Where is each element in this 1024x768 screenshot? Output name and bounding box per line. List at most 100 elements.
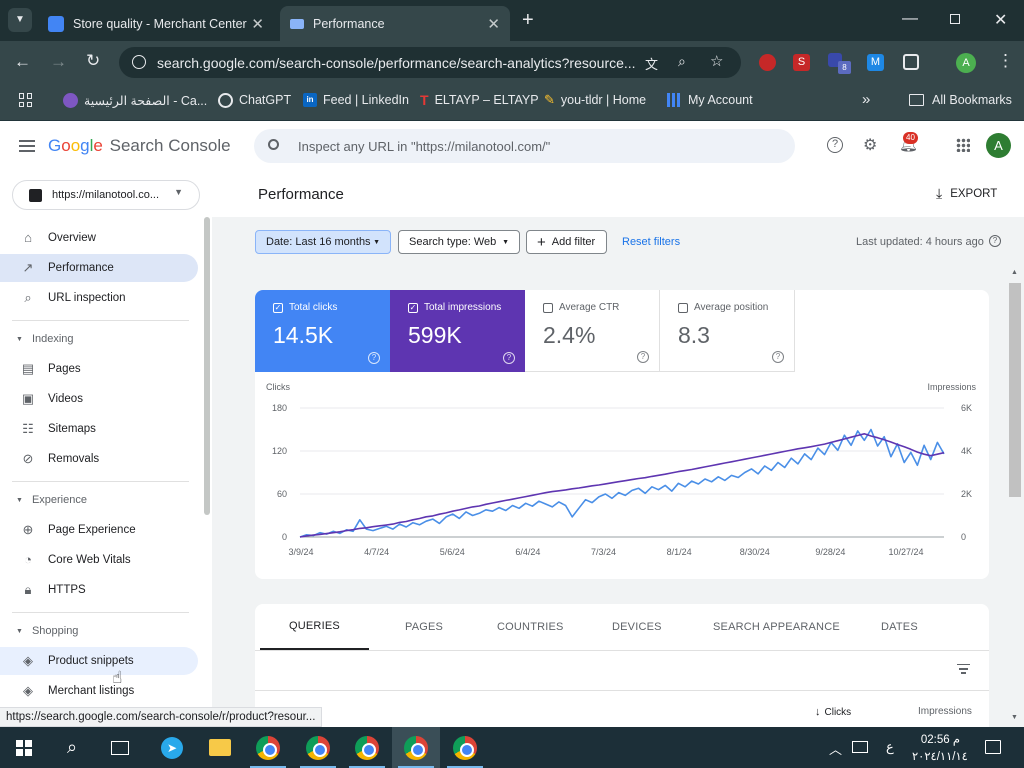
show-hidden-icons[interactable]: ︿ xyxy=(829,742,843,757)
clock-time[interactable]: 02:56 م xyxy=(920,734,960,746)
more-bookmarks-icon[interactable]: » xyxy=(862,91,871,108)
all-bookmarks[interactable]: All Bookmarks xyxy=(909,85,1012,115)
browser-menu-icon[interactable]: ⋮ xyxy=(997,51,1014,70)
section-indexing[interactable]: ▼ Indexing xyxy=(16,333,74,345)
bookmark-my-account[interactable]: My Account xyxy=(667,85,753,115)
nav-performance[interactable]: ↗ Performance xyxy=(0,254,198,282)
checkbox-checked-icon[interactable]: ✓ xyxy=(408,302,418,313)
tab-devices[interactable]: DEVICES xyxy=(612,621,662,633)
nav-overview[interactable]: ⌂ Overview xyxy=(0,224,198,252)
hamburger-menu-icon[interactable] xyxy=(19,140,35,152)
taskbar-search-icon[interactable]: ⌕ xyxy=(66,737,78,757)
telegram-icon[interactable]: ➤ xyxy=(148,727,196,768)
translate-icon[interactable]: 文 xyxy=(645,57,659,72)
tab-countries[interactable]: COUNTRIES xyxy=(497,621,564,633)
m-extension-icon[interactable]: M xyxy=(867,54,884,71)
main-scrollbar[interactable] xyxy=(1009,283,1021,497)
metric-total-impressions[interactable]: ✓ Total impressions 599K ? xyxy=(390,290,525,372)
close-window-icon[interactable]: ✕ xyxy=(994,12,1008,29)
date-filter-chip[interactable]: Date: Last 16 months ▼ xyxy=(255,230,391,254)
chrome-profile-1-icon[interactable] xyxy=(244,727,292,768)
help-icon[interactable]: ? xyxy=(772,351,784,363)
keyboard-language[interactable]: ع xyxy=(886,739,894,754)
s-extension-icon[interactable]: S xyxy=(793,54,810,71)
tab-pages[interactable]: PAGES xyxy=(405,621,444,633)
chrome-profile-3-icon[interactable] xyxy=(343,727,391,768)
account-avatar[interactable]: A xyxy=(986,133,1011,158)
metric-average-ctr[interactable]: Average CTR 2.4% ? xyxy=(525,290,660,372)
network-icon[interactable] xyxy=(852,741,868,753)
nav-videos[interactable]: ▣ Videos xyxy=(0,385,198,413)
help-icon[interactable]: ? xyxy=(368,352,380,364)
chrome-active-icon[interactable] xyxy=(392,727,440,768)
nav-core-web-vitals[interactable]: ◔ Core Web Vitals xyxy=(0,546,198,574)
scroll-down-icon[interactable]: ▼ xyxy=(1011,714,1018,721)
close-tab-icon[interactable]: ✕ xyxy=(251,16,264,33)
task-view-icon[interactable] xyxy=(96,727,144,768)
bookmark-home-ca[interactable]: الصفحة الرئيسية - Ca... xyxy=(63,85,207,115)
back-icon[interactable]: ← xyxy=(14,52,31,71)
action-center-icon[interactable] xyxy=(985,740,1001,754)
zoom-icon[interactable]: ⌕ xyxy=(678,53,686,69)
nav-merchant-listings[interactable]: ◈ Merchant listings xyxy=(0,677,198,705)
checkbox-checked-icon[interactable]: ✓ xyxy=(273,302,283,313)
clock-date[interactable]: ٢٠٢٤/١١/١٤ xyxy=(912,751,968,763)
search-console-logo[interactable]: Google Search Console xyxy=(48,136,231,156)
help-icon[interactable]: ? xyxy=(503,352,515,364)
nav-url-inspection[interactable]: ⌕ URL inspection xyxy=(0,284,198,312)
close-tab-icon[interactable]: ✕ xyxy=(487,16,500,33)
section-experience[interactable]: ▼ Experience xyxy=(16,494,87,506)
file-explorer-icon[interactable] xyxy=(196,727,244,768)
bookmark-linkedin[interactable]: in Feed | LinkedIn xyxy=(303,85,409,115)
metric-total-clicks[interactable]: ✓ Total clicks 14.5K ? xyxy=(255,290,390,372)
tab-search-appearance[interactable]: SEARCH APPEARANCE xyxy=(713,621,840,633)
bookmark-chatgpt[interactable]: ChatGPT xyxy=(218,85,291,115)
column-header-impressions[interactable]: Impressions xyxy=(918,706,972,717)
bookmark-eltayp[interactable]: T ELTAYP – ELTAYP xyxy=(420,85,539,115)
tab-store-quality[interactable]: Store quality - Merchant Center ✕ xyxy=(38,6,274,41)
new-tab-icon[interactable]: + xyxy=(522,9,534,31)
property-selector[interactable]: https://milanotool.co... ▼ xyxy=(12,180,200,210)
nav-page-experience[interactable]: ⊕ Page Experience xyxy=(0,516,198,544)
restore-icon[interactable] xyxy=(950,14,960,24)
tab-performance[interactable]: Performance ✕ xyxy=(280,6,510,41)
extensions-puzzle-icon[interactable] xyxy=(903,54,919,70)
profile-avatar[interactable]: A xyxy=(956,53,976,73)
nav-sitemaps[interactable]: ☷ Sitemaps xyxy=(0,415,198,443)
tab-queries[interactable]: QUERIES xyxy=(260,604,369,650)
extension-badge-icon[interactable]: 8 xyxy=(828,53,851,75)
scroll-up-icon[interactable]: ▲ xyxy=(1011,269,1018,276)
minimize-icon[interactable]: — xyxy=(902,10,918,27)
checkbox-icon[interactable] xyxy=(543,302,553,313)
seo-extension-icon[interactable] xyxy=(759,54,776,71)
tab-dates[interactable]: DATES xyxy=(881,621,918,633)
chrome-profile-2-icon[interactable] xyxy=(294,727,342,768)
reload-icon[interactable]: ↻ xyxy=(86,51,101,70)
site-info-icon[interactable] xyxy=(132,55,146,69)
sidebar-scrollbar[interactable] xyxy=(204,217,210,515)
nav-pages[interactable]: ▤ Pages xyxy=(0,355,198,383)
google-apps-icon[interactable] xyxy=(956,138,970,152)
reset-filters-link[interactable]: Reset filters xyxy=(622,236,681,248)
nav-removals[interactable]: ⊘ Removals xyxy=(0,445,198,473)
nav-product-snippets[interactable]: ◈ Product snippets xyxy=(0,647,198,675)
bookmark-you-tldr[interactable]: ✎ you-tldr | Home xyxy=(544,85,646,115)
settings-icon[interactable]: ⚙ xyxy=(863,137,878,154)
filter-rows-icon[interactable] xyxy=(957,664,970,674)
apps-grid-icon[interactable] xyxy=(19,93,33,107)
help-icon[interactable]: ? xyxy=(637,351,649,363)
nav-https[interactable]: 🔒︎ HTTPS xyxy=(0,576,198,604)
column-header-clicks[interactable]: ↓ Clicks xyxy=(815,706,851,718)
address-bar[interactable]: search.google.com/search-console/perform… xyxy=(119,47,741,78)
checkbox-icon[interactable] xyxy=(678,302,688,313)
add-filter-button[interactable]: + Add filter xyxy=(526,230,607,254)
chrome-profile-5-icon[interactable] xyxy=(441,727,489,768)
start-button[interactable] xyxy=(0,727,48,768)
export-button[interactable]: ⤓ EXPORT xyxy=(936,185,997,202)
tab-search-button[interactable]: ▼ xyxy=(8,8,32,32)
search-type-chip[interactable]: Search type: Web ▼ xyxy=(398,230,520,254)
section-shopping[interactable]: ▼ Shopping xyxy=(16,625,78,637)
help-icon[interactable]: ? xyxy=(827,137,843,153)
metric-average-position[interactable]: Average position 8.3 ? xyxy=(660,290,795,372)
forward-icon[interactable]: → xyxy=(50,52,67,71)
